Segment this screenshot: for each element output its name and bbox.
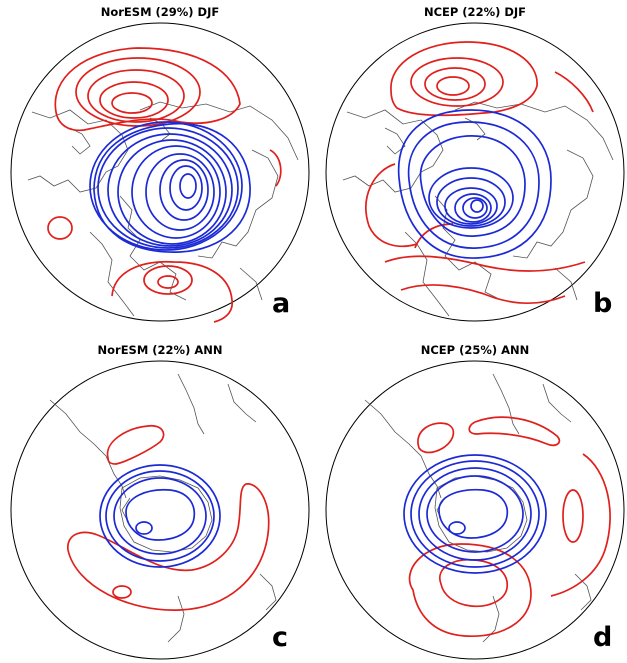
panel-c: NorESM (22%) ANN c: [10, 338, 310, 663]
panel-b: NCEP (22%) DJF: [325, 0, 625, 325]
negative-contours: [89, 121, 251, 253]
map-boundary: [325, 360, 625, 660]
panel-title: NCEP (22%) DJF: [423, 5, 527, 19]
positive-contours: [365, 41, 594, 304]
positive-contours: [47, 47, 282, 323]
positive-contours: [67, 424, 270, 611]
panel-title: NorESM (29%) DJF: [100, 5, 220, 19]
negative-contours: [403, 454, 547, 574]
map-boundary: [10, 22, 310, 322]
polar-map-north: [325, 22, 625, 322]
panel-title: NorESM (22%) ANN: [97, 343, 223, 357]
polar-map-south: [10, 360, 310, 660]
coastlines: [364, 373, 592, 643]
polar-map-south: [325, 360, 625, 660]
panel-letter: b: [593, 288, 613, 319]
panel-d: NCEP (25%) ANN d: [325, 338, 625, 663]
panel-title: NCEP (25%) ANN: [420, 343, 530, 357]
coastlines: [49, 373, 277, 643]
panel-letter: c: [272, 622, 289, 653]
panel-a: NorESM (29%) DJF: [10, 0, 310, 325]
panel-letter: d: [593, 622, 613, 653]
map-boundary: [325, 22, 625, 322]
positive-contours: [408, 416, 611, 637]
negative-contours: [397, 109, 552, 259]
coastlines: [342, 101, 614, 317]
negative-contours: [99, 464, 221, 568]
map-boundary: [10, 360, 310, 660]
polar-map-north: [10, 22, 310, 323]
coastlines: [27, 101, 299, 317]
panel-letter: a: [272, 288, 291, 319]
